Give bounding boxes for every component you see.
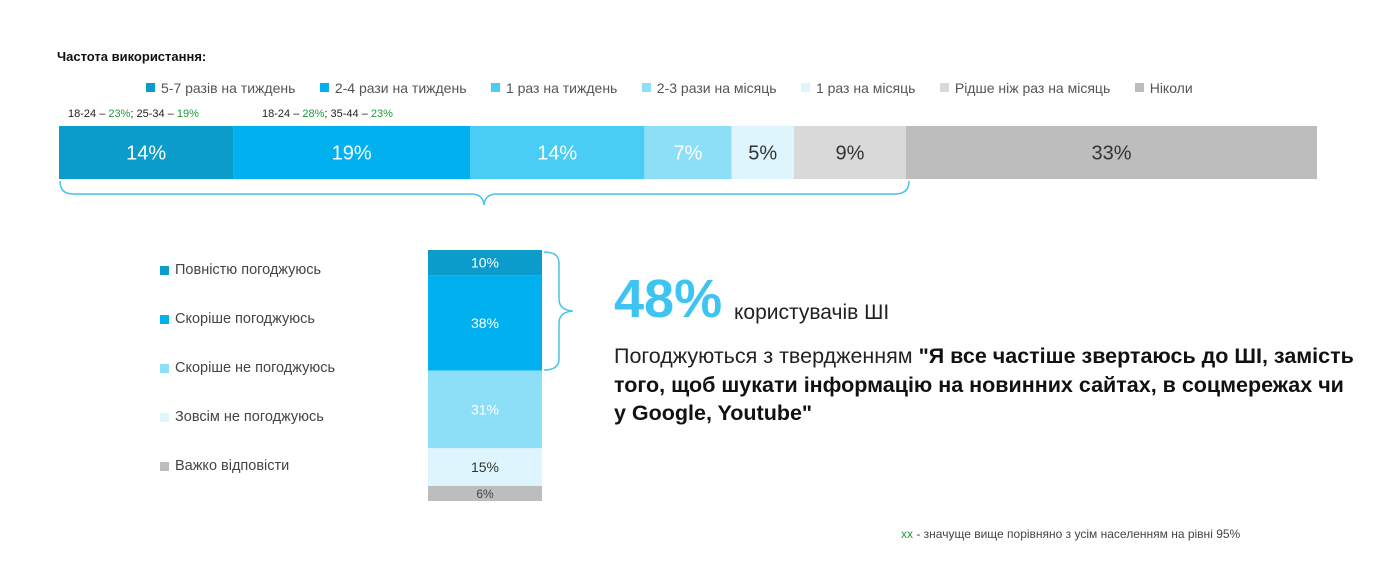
legend-item: 5-7 разів на тиждень xyxy=(146,80,295,96)
bar-data-label: 5% xyxy=(748,143,777,165)
age-note: 18-24 – 23%; 25-34 – 19% xyxy=(68,108,199,120)
bar-data-label: 31% xyxy=(471,401,499,417)
agreement-stacked-bar: 10% 38% 31% 15% 6% xyxy=(428,250,542,501)
legend-swatch xyxy=(160,412,169,422)
callout-label: користувачів ШІ xyxy=(734,301,890,324)
legend-swatch xyxy=(641,83,651,92)
bar-segment xyxy=(470,126,645,179)
bar-segment xyxy=(233,126,471,179)
frequency-legend: 5-7 разів на тиждень 2-4 рази на тиждень… xyxy=(146,79,1213,97)
legend-item: 1 раз на тиждень xyxy=(490,80,617,96)
agree-legend-item: Повністю погоджуюсь xyxy=(160,262,321,278)
callout-statement: Погоджуються з твердженням "Я все частіш… xyxy=(614,344,1354,425)
bar-data-label: 14% xyxy=(537,143,577,165)
legend-swatch xyxy=(490,83,500,92)
bar-data-label: 19% xyxy=(332,143,372,165)
bar-segment xyxy=(793,126,906,179)
agree-legend-item: Зовсім не погоджуюсь xyxy=(160,409,324,425)
legend-swatch xyxy=(1134,83,1144,92)
significance-footnote: xx - значуще вище порівняно з усім насел… xyxy=(901,527,1241,541)
bar-segment xyxy=(428,485,542,501)
bar-segment xyxy=(59,126,234,179)
bar-data-label: 6% xyxy=(476,487,494,501)
chart-title: Частота використання: xyxy=(57,49,207,64)
legend-swatch xyxy=(939,83,949,92)
legend-item: 1 раз на місяць xyxy=(800,80,915,96)
bar-segment xyxy=(428,370,542,449)
bar-segment xyxy=(428,275,542,371)
legend-swatch xyxy=(160,314,169,324)
bar-data-label: 10% xyxy=(471,255,499,271)
bar-data-label: 7% xyxy=(674,143,703,165)
bar-data-label: 9% xyxy=(835,143,864,165)
agree-brace xyxy=(543,251,574,371)
bar-data-label: 15% xyxy=(471,459,499,475)
bar-segment xyxy=(428,448,542,486)
callout-value: 48% xyxy=(614,269,723,329)
legend-swatch xyxy=(319,83,329,92)
bar-segment xyxy=(905,126,1317,179)
age-note: 18-24 – 28%; 35-44 – 23% xyxy=(262,108,393,120)
legend-item: Ніколи xyxy=(1134,80,1193,96)
legend-swatch xyxy=(800,83,810,92)
bar-data-label: 14% xyxy=(126,143,166,165)
bar-data-label: 38% xyxy=(471,315,499,331)
legend-item: 2-4 рази на тиждень xyxy=(319,80,467,96)
bar-segment xyxy=(731,126,794,179)
bar-segment xyxy=(428,250,542,276)
legend-item: Рідше ніж раз на місяць xyxy=(939,80,1110,96)
users-brace xyxy=(59,180,910,206)
legend-swatch xyxy=(160,363,169,373)
legend-swatch xyxy=(160,461,169,471)
agree-legend-item: Скоріше не погоджуюсь xyxy=(160,360,335,376)
agree-legend-item: Важко відповісти xyxy=(160,458,289,474)
legend-item: 2-3 рази на місяць xyxy=(641,80,777,96)
bar-segment xyxy=(644,126,732,179)
agree-legend-item: Скоріше погоджуюсь xyxy=(160,311,315,327)
legend-swatch xyxy=(146,83,155,92)
bar-data-label: 33% xyxy=(1091,143,1131,165)
frequency-stacked-bar: 14% 19% 14% 7% 5% 9% 33% xyxy=(59,126,1317,179)
legend-swatch xyxy=(160,265,169,275)
